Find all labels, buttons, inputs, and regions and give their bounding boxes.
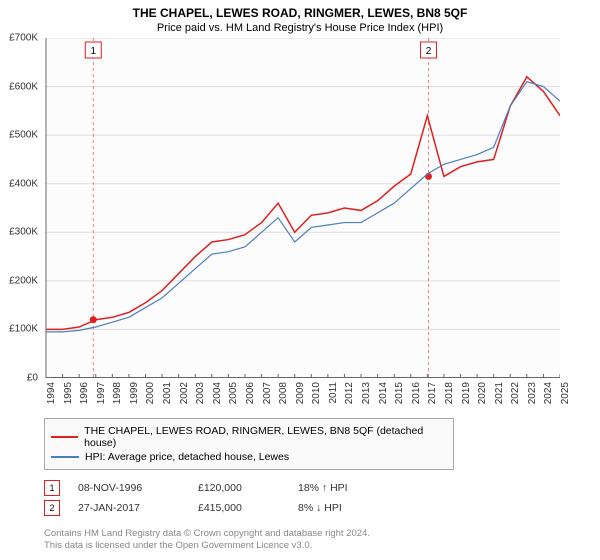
- x-tick-label: 2002: [179, 382, 190, 412]
- marker-row: 2 27-JAN-2017£415,0008% ↓ HPI: [44, 498, 600, 518]
- legend-swatch-0: [51, 436, 78, 438]
- marker-price: £415,000: [198, 502, 298, 514]
- x-axis-labels: 1994 1995 1996 1997 1998 1999 2000 2001 2002 2003…: [40, 378, 560, 412]
- chart-title: THE CHAPEL, LEWES ROAD, RINGMER, LEWES, …: [0, 0, 600, 20]
- y-tick-label: £400K: [0, 178, 38, 189]
- x-tick-label: 2011: [328, 382, 339, 412]
- x-tick-label: 2010: [311, 382, 322, 412]
- x-tick-label: 1996: [79, 382, 90, 412]
- x-tick-label: 1999: [129, 382, 140, 412]
- x-tick-label: 2013: [361, 382, 372, 412]
- x-tick-label: 2012: [344, 382, 355, 412]
- chart-area: £0£100K£200K£300K£400K£500K£600K£700K 12…: [40, 38, 600, 378]
- x-tick-label: 2018: [444, 382, 455, 412]
- x-tick-label: 2022: [510, 382, 521, 412]
- svg-text:1: 1: [90, 46, 96, 57]
- x-tick-label: 2004: [212, 382, 223, 412]
- y-axis-labels: £0£100K£200K£300K£400K£500K£600K£700K: [0, 38, 40, 378]
- footer-line2: This data is licensed under the Open Gov…: [44, 540, 600, 552]
- marker-row: 1 08-NOV-1996£120,00018% ↑ HPI: [44, 478, 600, 498]
- line-chart: 12: [40, 38, 560, 378]
- y-tick-label: £700K: [0, 33, 38, 44]
- x-tick-label: 1995: [63, 382, 74, 412]
- y-tick-label: £100K: [0, 324, 38, 335]
- marker-date: 08-NOV-1996: [78, 482, 198, 494]
- x-tick-label: 2000: [145, 382, 156, 412]
- x-tick-label: 2019: [461, 382, 472, 412]
- x-tick-label: 2014: [378, 382, 389, 412]
- x-tick-label: 2008: [278, 382, 289, 412]
- marker-hpi: 8% ↓ HPI: [298, 502, 398, 514]
- x-tick-label: 2003: [195, 382, 206, 412]
- x-tick-label: 2015: [394, 382, 405, 412]
- marker-table: 1 08-NOV-1996£120,00018% ↑ HPI 2 27-JAN-201…: [44, 478, 600, 518]
- x-tick-label: 2025: [560, 382, 571, 412]
- marker-badge: 2: [44, 500, 60, 516]
- y-tick-label: £0: [0, 373, 38, 384]
- y-tick-label: £200K: [0, 275, 38, 286]
- legend-label-1: HPI: Average price, detached house, Lewe…: [85, 451, 289, 463]
- svg-text:2: 2: [426, 46, 432, 57]
- y-tick-label: £300K: [0, 227, 38, 238]
- footer: Contains HM Land Registry data © Crown c…: [44, 528, 600, 553]
- marker-hpi: 18% ↑ HPI: [298, 482, 398, 494]
- x-tick-label: 2017: [427, 382, 438, 412]
- legend-swatch-1: [51, 456, 79, 458]
- x-tick-label: 2016: [411, 382, 422, 412]
- x-tick-label: 2021: [494, 382, 505, 412]
- legend-row-1: HPI: Average price, detached house, Lewe…: [51, 451, 447, 463]
- marker-price: £120,000: [198, 482, 298, 494]
- chart-subtitle: Price paid vs. HM Land Registry's House …: [0, 20, 600, 38]
- x-tick-label: 1997: [96, 382, 107, 412]
- y-tick-label: £600K: [0, 81, 38, 92]
- chart-container: THE CHAPEL, LEWES ROAD, RINGMER, LEWES, …: [0, 0, 600, 560]
- marker-date: 27-JAN-2017: [78, 502, 198, 514]
- x-tick-label: 2024: [543, 382, 554, 412]
- legend: THE CHAPEL, LEWES ROAD, RINGMER, LEWES, …: [44, 418, 454, 470]
- x-tick-label: 2005: [228, 382, 239, 412]
- footer-line1: Contains HM Land Registry data © Crown c…: [44, 528, 600, 540]
- x-tick-label: 2020: [477, 382, 488, 412]
- legend-row-0: THE CHAPEL, LEWES ROAD, RINGMER, LEWES, …: [51, 425, 447, 449]
- x-tick-label: 2007: [262, 382, 273, 412]
- x-tick-label: 1994: [46, 382, 57, 412]
- x-tick-label: 2009: [295, 382, 306, 412]
- x-tick-label: 2006: [245, 382, 256, 412]
- marker-badge: 1: [44, 480, 60, 496]
- legend-label-0: THE CHAPEL, LEWES ROAD, RINGMER, LEWES, …: [84, 425, 447, 449]
- x-tick-label: 2023: [527, 382, 538, 412]
- x-tick-label: 2001: [162, 382, 173, 412]
- x-tick-label: 1998: [112, 382, 123, 412]
- y-tick-label: £500K: [0, 130, 38, 141]
